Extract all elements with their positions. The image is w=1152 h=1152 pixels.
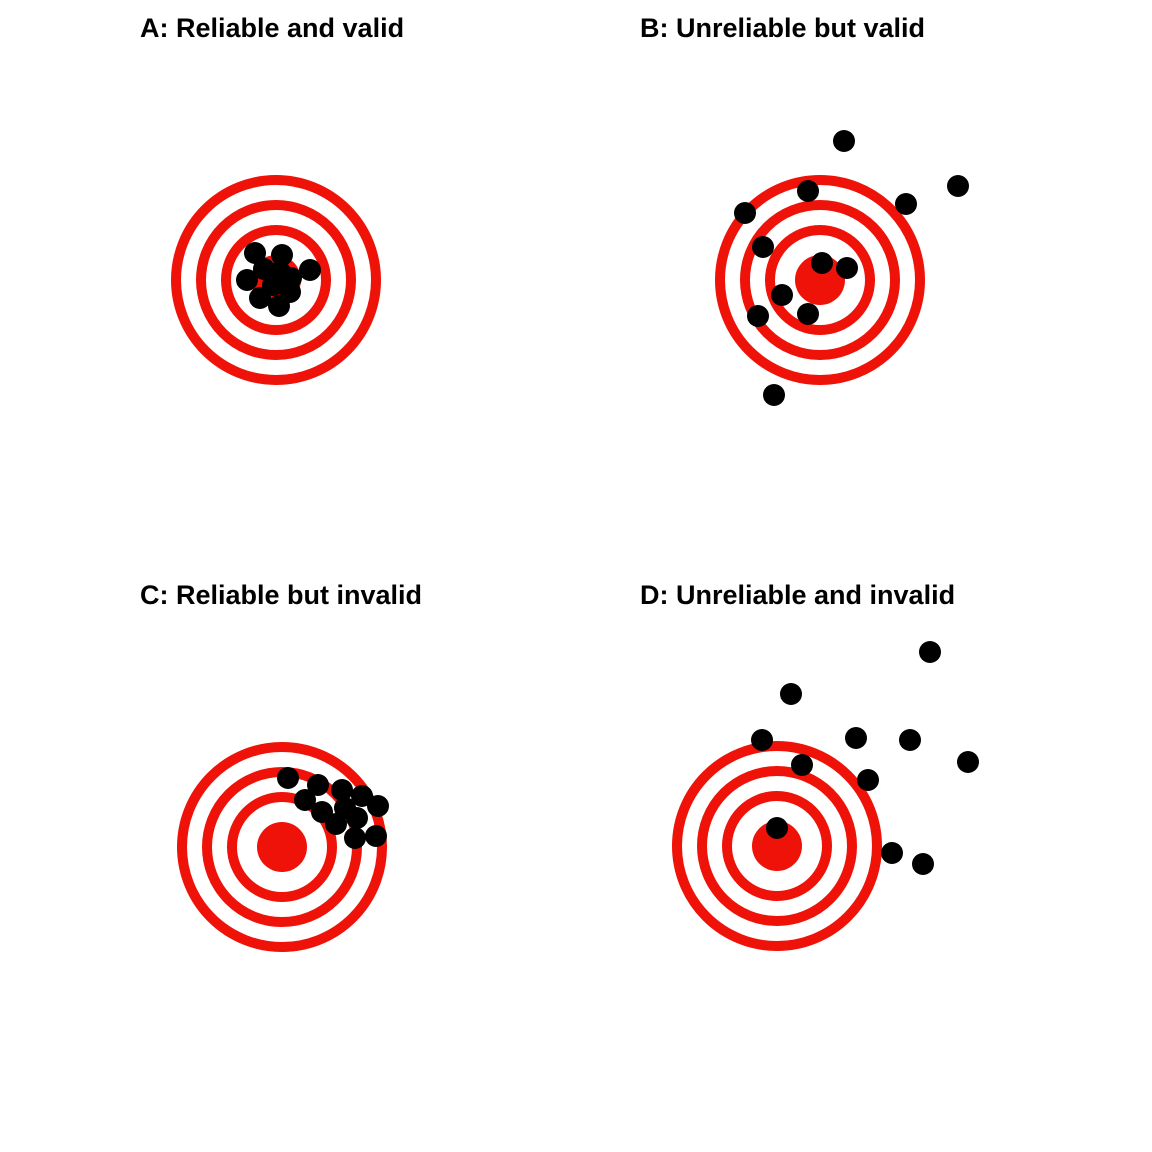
panel-title-d: D: Unreliable and invalid	[640, 580, 955, 611]
data-point	[277, 767, 299, 789]
data-point	[344, 827, 366, 849]
data-point	[797, 180, 819, 202]
data-point	[299, 259, 321, 281]
data-point	[734, 202, 756, 224]
diagram-svg	[0, 0, 1152, 1152]
panel-title-b: B: Unreliable but valid	[640, 13, 925, 44]
data-point	[919, 641, 941, 663]
data-point	[895, 193, 917, 215]
panel-a	[171, 175, 381, 385]
data-point	[747, 305, 769, 327]
data-point	[833, 130, 855, 152]
data-point	[365, 825, 387, 847]
data-point	[771, 284, 793, 306]
data-point	[268, 295, 290, 317]
data-point	[947, 175, 969, 197]
panel-d	[672, 641, 979, 951]
target-icon	[672, 741, 882, 951]
panel-title-a: A: Reliable and valid	[140, 13, 404, 44]
data-point	[766, 817, 788, 839]
data-point	[346, 807, 368, 829]
data-point	[899, 729, 921, 751]
data-point	[857, 769, 879, 791]
data-point	[752, 236, 774, 258]
data-point	[836, 257, 858, 279]
data-point	[751, 729, 773, 751]
data-point	[881, 842, 903, 864]
data-point	[763, 384, 785, 406]
panel-title-c: C: Reliable but invalid	[140, 580, 422, 611]
data-point	[912, 853, 934, 875]
data-point	[367, 795, 389, 817]
data-point	[791, 754, 813, 776]
data-point	[845, 727, 867, 749]
panel-c	[177, 742, 389, 952]
data-point	[811, 252, 833, 274]
data-point	[249, 287, 271, 309]
panel-b	[715, 130, 969, 406]
data-point	[325, 813, 347, 835]
data-point	[780, 683, 802, 705]
data-point	[957, 751, 979, 773]
data-point	[797, 303, 819, 325]
data-point	[236, 269, 258, 291]
diagram-root: A: Reliable and valid B: Unreliable but v…	[0, 0, 1152, 1152]
